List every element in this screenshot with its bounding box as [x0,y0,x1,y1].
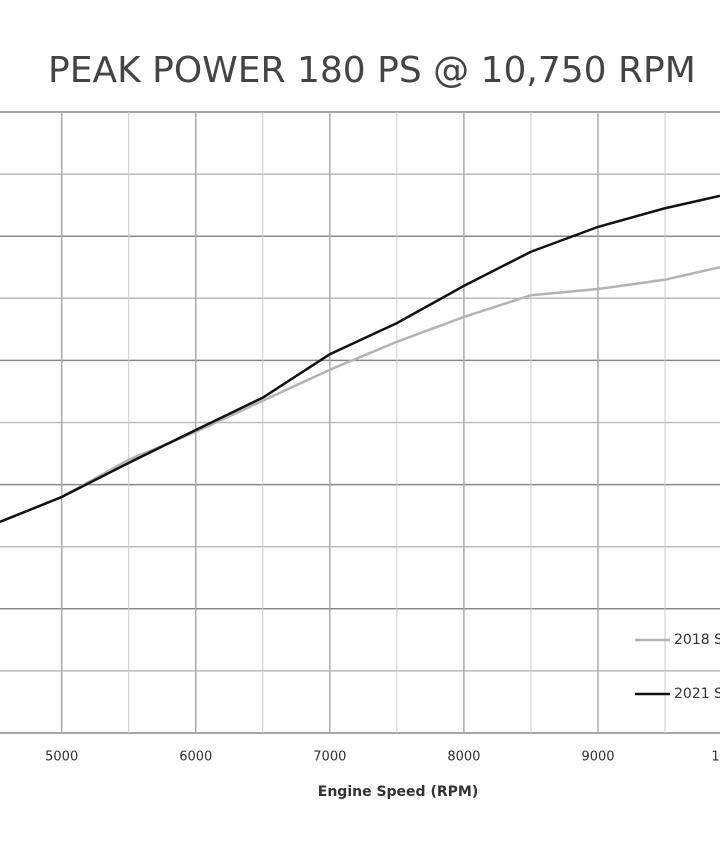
line-series [0,266,720,524]
line-series [0,194,720,524]
x-tick-label: 5000 [45,750,78,765]
legend-label: 2018 S [674,632,720,648]
x-tick-label: 9000 [581,750,614,765]
chart-title: PEAK POWER 180 PS @ 10,750 RPM [48,50,696,91]
legend-label: 2021 S [674,686,720,702]
x-tick-label: 10000 [711,750,720,765]
x-axis-label: Engine Speed (RPM) [318,784,478,800]
x-tick-label: 6000 [179,750,212,765]
x-tick-label: 7000 [313,750,346,765]
x-tick-label: 8000 [447,750,480,765]
